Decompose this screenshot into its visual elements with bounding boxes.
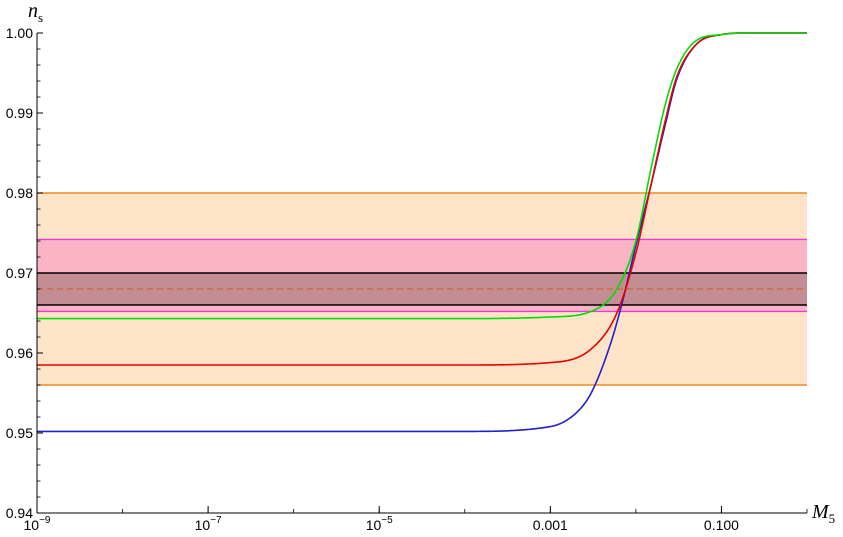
x-tick-label: 10−9	[24, 515, 51, 533]
series-line-0	[37, 32, 807, 320]
y-tick-label: 0.96	[6, 345, 33, 361]
x-axis-label: M5	[811, 501, 835, 526]
x-axis-label-sub: 5	[829, 511, 836, 526]
y-axis-label-main: n	[28, 0, 38, 22]
y-tick-label: 0.99	[6, 105, 33, 121]
ticks: 0.94 0.95 0.96 0.97 0.98 0.99 1.00 10−9 10−7 10−5…	[6, 25, 808, 533]
x-axis-label-main: M	[811, 501, 830, 523]
y-tick-label: 0.94	[6, 505, 33, 521]
x-tick-label: 0.100	[704, 517, 739, 533]
y-tick-label: 1.00	[6, 25, 33, 41]
y-tick-label: 0.95	[6, 425, 33, 441]
y-tick-label: 0.97	[6, 265, 33, 281]
series-layer	[37, 32, 807, 433]
x-tick-label: 0.001	[533, 517, 568, 533]
y-tick-label: 0.98	[6, 185, 33, 201]
y-axis-label-sub: s	[38, 10, 43, 25]
y-axis-label: ns	[28, 0, 43, 25]
x-tick-label: 10−7	[195, 515, 222, 533]
x-tick-label: 10−5	[366, 515, 393, 533]
